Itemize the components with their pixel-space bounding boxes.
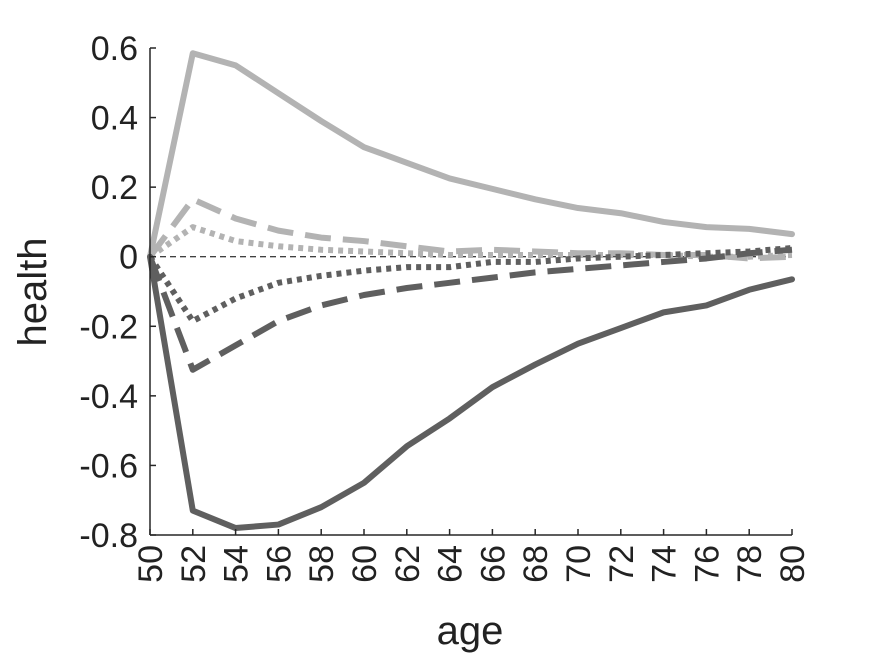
y-tick-labels: 0.6 0.4 0.2 0 -0.2 -0.4 -0.6 -0.8 [79, 30, 138, 555]
x-axis-label: age [437, 609, 504, 653]
y-tick-label: 0.4 [91, 100, 138, 138]
x-tick-label: 58 [303, 545, 341, 583]
x-tick-label: 76 [688, 545, 726, 583]
series-line-1 [147, 50, 795, 260]
x-tick-label: 78 [731, 545, 769, 583]
x-tick-label: 62 [389, 545, 427, 583]
series-line-6 [147, 253, 795, 532]
y-tick-label: 0.6 [91, 30, 138, 68]
x-tick-label: 50 [132, 545, 170, 583]
y-axis-label: health [11, 238, 55, 347]
y-tick-label: -0.2 [79, 308, 138, 346]
x-tick-label: 56 [260, 545, 298, 583]
series-line-2 [147, 196, 793, 262]
x-tick-label: 68 [517, 545, 555, 583]
axes-layer [149, 47, 793, 536]
y-tick-label: 0.2 [91, 169, 138, 207]
series-line-5 [147, 246, 793, 373]
x-tick-label: 60 [346, 545, 384, 583]
x-tick-label: 66 [474, 545, 512, 583]
x-tick-label: 64 [432, 545, 470, 583]
series-line-3 [148, 224, 793, 260]
x-tick-label: 54 [218, 545, 256, 583]
y-tick-label: -0.4 [79, 378, 138, 416]
x-tick-label: 72 [603, 545, 641, 583]
y-tick-label: -0.6 [79, 447, 138, 485]
y-tick-label: 0 [119, 239, 138, 277]
y-tick-label: -0.8 [79, 517, 138, 555]
x-tick-label: 70 [560, 545, 598, 583]
x-tick-labels: 50 52 54 56 58 60 62 64 66 68 70 72 74 76 78 80 [132, 545, 812, 583]
x-tick-label: 74 [646, 545, 684, 583]
series-layer [147, 50, 795, 532]
x-tick-label: 52 [175, 545, 213, 583]
x-tick-label: 80 [774, 545, 812, 583]
